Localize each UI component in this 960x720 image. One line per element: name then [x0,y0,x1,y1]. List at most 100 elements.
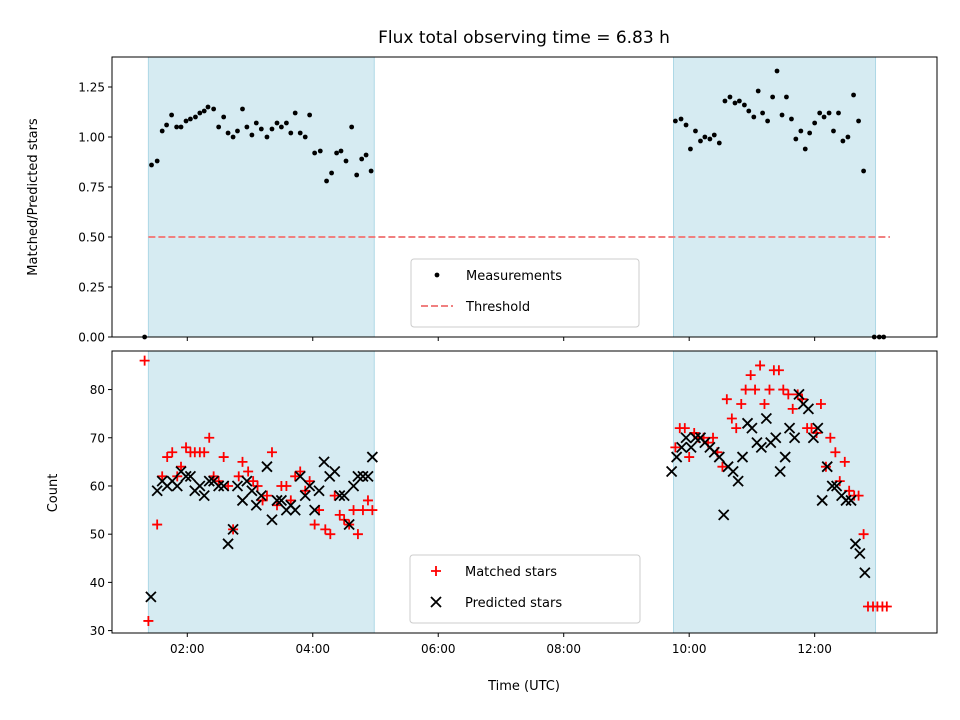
measurement-point [201,108,207,114]
measurement-point [297,130,303,136]
top-legend: Measurements Threshold [410,258,640,328]
measurement-point [845,134,851,140]
matched-star-point [670,442,681,453]
measurement-point [338,148,344,154]
matched-star-point [764,384,775,395]
measurement-point [230,134,236,140]
measurement-point [831,128,836,134]
bottom-x-tick-label: 02:00 [170,642,205,656]
predicted-star-point [755,441,767,454]
measurement-point [746,108,752,114]
measurement-point [274,120,280,126]
matched-star-point [778,384,789,395]
matched-star-point [745,370,756,381]
predicted-star-point [816,494,828,507]
predicted-star-point [746,422,758,434]
predicted-star-point [309,504,321,516]
predicted-star-point [845,494,857,507]
measurement-point [324,178,329,184]
measurement-point [856,118,861,124]
measurement-point [840,138,846,144]
predicted-star-point [151,485,163,497]
measurement-point [349,124,355,130]
top-y-tick-label: 0.50 [78,231,105,245]
matched-star-point [143,615,154,626]
measurement-point [284,120,289,126]
top-y-tick-label: 0.75 [78,181,105,195]
matched-star-point [252,480,263,491]
x-axis-label: Time (UTC) [487,679,560,694]
bottom-y-tick-label: 30 [90,624,105,638]
measurement-point [722,98,728,104]
matched-star-point [261,490,272,501]
matched-star-point [773,365,784,376]
predicted-star-point [689,432,702,444]
matched-star-point [352,529,363,540]
measurement-point [363,152,369,158]
matched-star-point [176,461,187,472]
predicted-star-point [203,475,215,487]
predicted-star-point [255,489,267,502]
matched-star-point [787,403,798,414]
predicted-star-point [198,489,210,502]
measurement-point [264,134,270,140]
predicted-star-point [732,475,744,487]
predicted-star-point [299,489,311,502]
predicted-star-point [812,422,824,434]
measurement-point [244,124,250,130]
predicted-star-point [802,403,815,415]
measurement-point [755,88,761,94]
measurement-point [798,128,804,134]
matched-star-point [755,360,766,371]
legend-box [410,258,640,328]
predicted-star-point [357,470,369,482]
matched-star-point [839,456,850,467]
measurement-point [164,122,169,128]
matched-star-point [881,601,892,612]
top-axes-frame [111,56,938,338]
predicted-star-point [849,538,862,550]
measurement-point [817,110,823,116]
matched-star-point [152,519,163,530]
predicted-star-point [241,475,253,487]
matched-star-point [367,505,378,516]
top-y-tick-label: 0.25 [78,281,105,295]
measurement-point [288,130,294,136]
predicted-star-point [347,480,360,492]
measurement-point [711,132,717,138]
matched-star-point [740,384,751,395]
measurement-point [249,132,255,138]
legend-box [409,554,641,624]
predicted-star-point [338,489,350,502]
predicted-star-point [236,494,249,507]
matched-star-point [679,423,690,434]
measurement-point [693,128,698,134]
predicted-star-point [313,485,325,497]
top-y-tick-label: 0.00 [78,331,105,345]
legend-marker-measurements [434,272,440,278]
legend-marker-matched [431,566,441,576]
measurement-point [821,114,827,120]
matched-star-point [815,399,826,410]
matched-star-point [830,447,841,458]
measurement-point [225,130,231,136]
measurement-point [354,172,360,178]
measurement-point [751,114,757,120]
measurement-point [707,136,713,142]
measurement-point [702,134,708,140]
matched-star-point [304,476,315,487]
measurement-point [683,122,689,128]
matched-star-point [167,447,178,458]
predicted-star-point [676,441,688,454]
measurement-point [343,158,349,164]
measurement-point [765,118,771,124]
measurement-point [159,128,165,134]
matched-star-point [806,423,817,434]
measurement-point [211,106,217,112]
predicted-star-point [227,523,239,535]
predicted-star-point [184,470,197,482]
measurement-point [793,136,799,142]
measurement-point [216,124,222,130]
predicted-star-point [145,591,157,603]
